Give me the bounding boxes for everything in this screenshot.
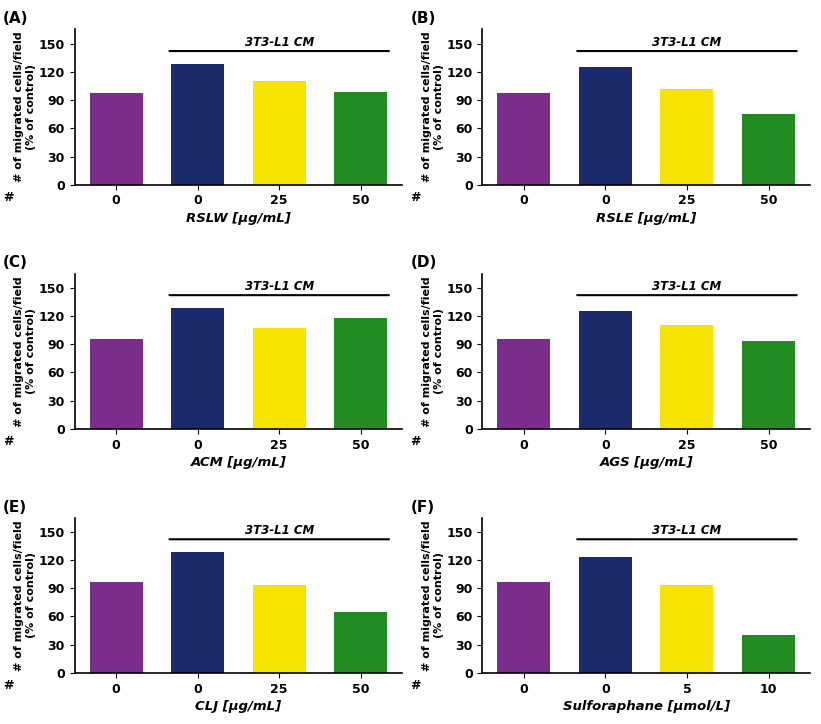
Bar <box>89 93 143 185</box>
Bar <box>498 581 550 673</box>
X-axis label: RSLW [μg/mL]: RSLW [μg/mL] <box>186 211 291 224</box>
Y-axis label: # of migrated cells/field
(% of control): # of migrated cells/field (% of control) <box>15 276 36 426</box>
Text: 3T3-L1 CM: 3T3-L1 CM <box>653 524 722 537</box>
X-axis label: CLJ [μg/mL]: CLJ [μg/mL] <box>195 700 282 713</box>
Text: #: # <box>410 191 421 204</box>
Bar <box>89 581 143 673</box>
Bar <box>253 586 305 673</box>
Y-axis label: # of migrated cells/field
(% of control): # of migrated cells/field (% of control) <box>422 276 443 426</box>
X-axis label: AGS [μg/mL]: AGS [μg/mL] <box>599 456 693 468</box>
Bar <box>579 311 632 429</box>
Bar <box>89 340 143 429</box>
Bar <box>742 636 795 673</box>
X-axis label: ACM [μg/mL]: ACM [μg/mL] <box>190 456 287 468</box>
Text: #: # <box>410 435 421 448</box>
Bar <box>171 64 224 185</box>
Bar <box>498 93 550 185</box>
Text: (B): (B) <box>410 12 436 26</box>
Bar <box>660 586 713 673</box>
Text: (A): (A) <box>2 12 28 26</box>
Text: 3T3-L1 CM: 3T3-L1 CM <box>245 524 314 537</box>
Text: (E): (E) <box>2 500 27 515</box>
Text: 3T3-L1 CM: 3T3-L1 CM <box>245 36 314 49</box>
Y-axis label: # of migrated cells/field
(% of control): # of migrated cells/field (% of control) <box>422 32 443 182</box>
Y-axis label: # of migrated cells/field
(% of control): # of migrated cells/field (% of control) <box>15 32 36 182</box>
Text: (D): (D) <box>410 256 437 270</box>
Bar <box>171 552 224 673</box>
Bar <box>742 341 795 429</box>
X-axis label: Sulforaphane [μmol/L]: Sulforaphane [μmol/L] <box>562 700 730 713</box>
X-axis label: RSLE [μg/mL]: RSLE [μg/mL] <box>596 211 696 224</box>
Bar <box>253 81 305 185</box>
Bar <box>334 93 388 185</box>
Text: #: # <box>2 679 13 692</box>
Text: #: # <box>410 679 421 692</box>
Bar <box>171 308 224 429</box>
Bar <box>579 67 632 185</box>
Bar <box>579 557 632 673</box>
Text: 3T3-L1 CM: 3T3-L1 CM <box>653 36 722 49</box>
Text: #: # <box>2 191 13 204</box>
Bar <box>498 340 550 429</box>
Y-axis label: # of migrated cells/field
(% of control): # of migrated cells/field (% of control) <box>15 520 36 670</box>
Y-axis label: # of migrated cells/field
(% of control): # of migrated cells/field (% of control) <box>422 520 443 670</box>
Bar <box>334 318 388 429</box>
Bar <box>742 114 795 185</box>
Bar <box>334 612 388 673</box>
Text: 3T3-L1 CM: 3T3-L1 CM <box>653 280 722 293</box>
Bar <box>253 328 305 429</box>
Text: 3T3-L1 CM: 3T3-L1 CM <box>245 280 314 293</box>
Text: (C): (C) <box>2 256 28 270</box>
Bar <box>660 89 713 185</box>
Text: #: # <box>2 435 13 448</box>
Bar <box>660 325 713 429</box>
Text: (F): (F) <box>410 500 434 515</box>
